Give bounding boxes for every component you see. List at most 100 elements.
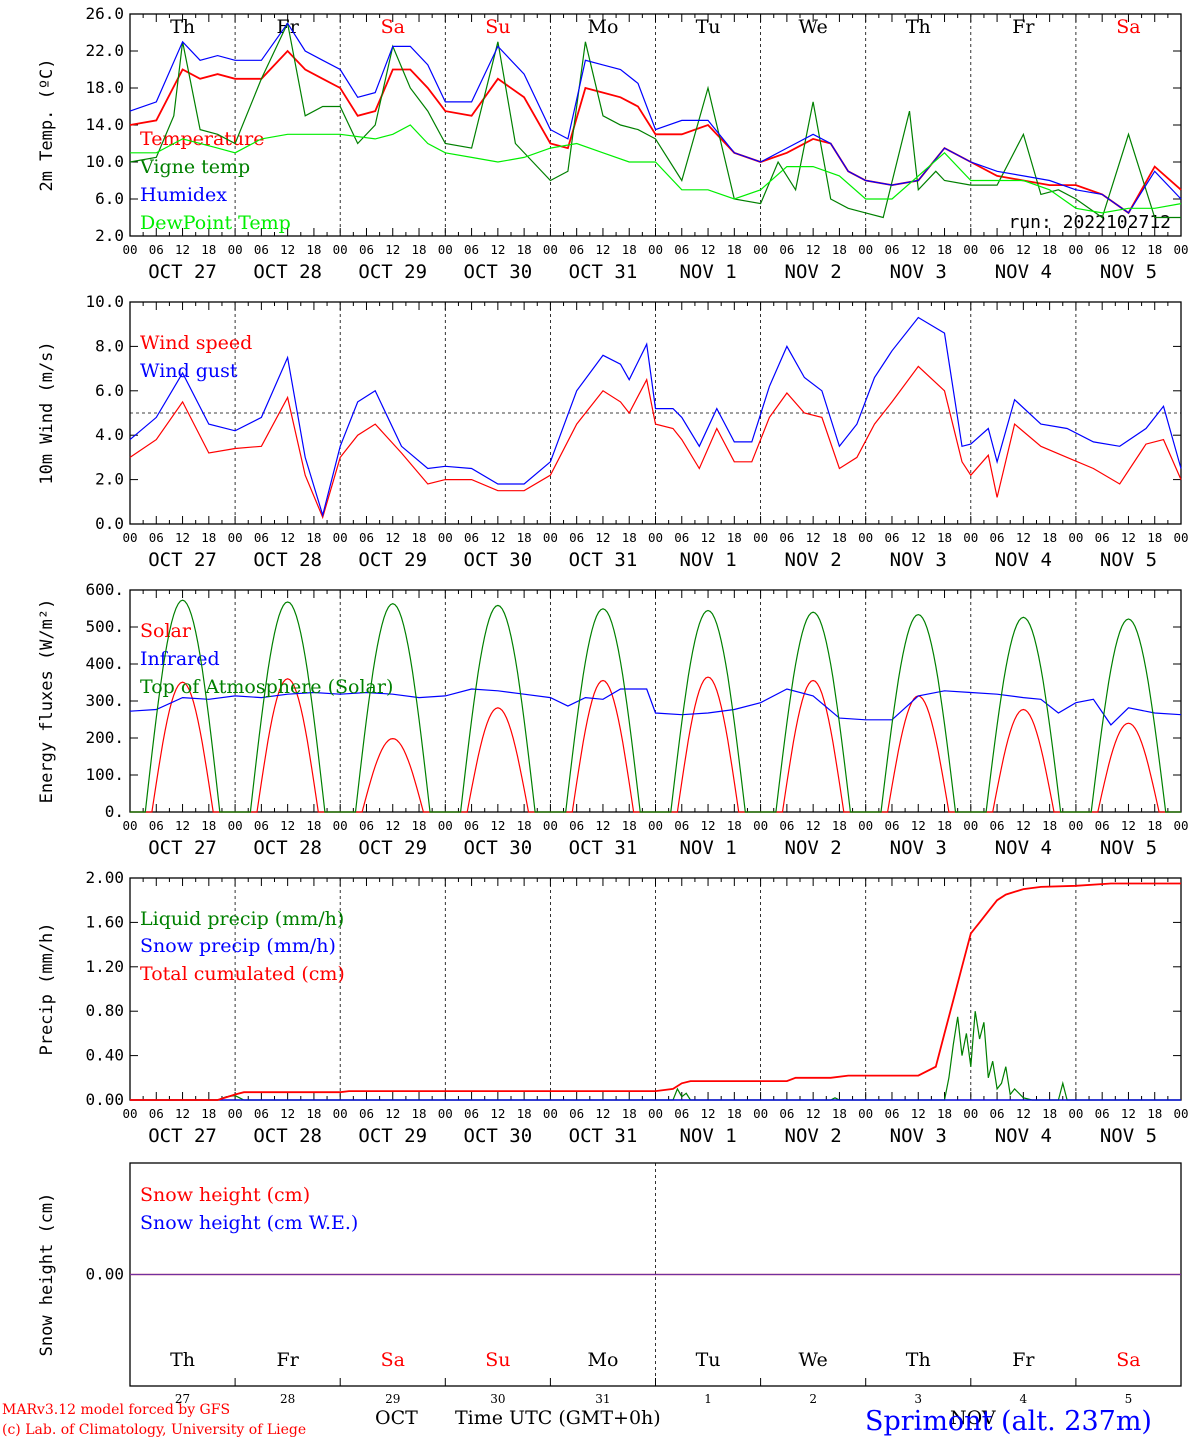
station-name: Sprimont (alt. 237m) <box>865 1406 1152 1437</box>
y-tick-label: 0.00 <box>85 1090 124 1109</box>
hour-label: 06 <box>359 818 374 833</box>
hour-label: 00 <box>543 818 558 833</box>
series-line-wind-gust <box>129 316 1182 518</box>
weekday-label: Tu <box>696 16 721 38</box>
series-line-wind-speed <box>129 365 1182 520</box>
hour-label: 06 <box>674 818 689 833</box>
y-tick-label: 500. <box>85 617 124 636</box>
date-label: OCT 31 <box>569 1125 638 1147</box>
hour-label: 18 <box>201 818 216 833</box>
hour-label: 18 <box>411 242 426 257</box>
hour-label: 12 <box>595 530 610 545</box>
hour-label: 00 <box>333 818 348 833</box>
hour-label: 18 <box>832 1106 847 1121</box>
hour-label: 06 <box>359 242 374 257</box>
day-number-label: 27 <box>175 1392 190 1406</box>
date-label: OCT 28 <box>253 261 322 283</box>
date-label: NOV 2 <box>785 837 842 859</box>
hour-label: 06 <box>254 530 269 545</box>
series-line-humidex <box>129 22 1182 214</box>
weekday-label: Su <box>485 16 510 38</box>
date-label: OCT 29 <box>358 549 427 571</box>
y-tick-label: 1.60 <box>85 912 124 931</box>
hour-label: 18 <box>727 530 742 545</box>
hour-label: 00 <box>1173 242 1188 257</box>
hour-label: 06 <box>149 242 164 257</box>
hour-label: 18 <box>411 530 426 545</box>
run-annotation: run: 2022102712 <box>1008 212 1171 233</box>
y-axis-label: Precip (mm/h) <box>37 922 57 1055</box>
hour-label: 06 <box>1095 1106 1110 1121</box>
hour-label: 18 <box>201 1106 216 1121</box>
legend-snow-height-cm-w-e-: Snow height (cm W.E.) <box>140 1212 358 1234</box>
legend-wind-gust: Wind gust <box>140 360 238 382</box>
date-label: OCT 29 <box>358 1125 427 1147</box>
weekday-label: Tu <box>696 1349 721 1371</box>
hour-label: 12 <box>1016 530 1031 545</box>
y-tick-label: 2.0 <box>95 470 124 489</box>
weekday-label: Th <box>906 1349 931 1371</box>
day-number-label: 30 <box>490 1392 505 1406</box>
day-number-label: 31 <box>595 1392 610 1406</box>
hour-label: 06 <box>674 530 689 545</box>
hour-label: 12 <box>175 242 190 257</box>
hour-label: 18 <box>306 530 321 545</box>
date-label: OCT 27 <box>148 837 217 859</box>
weekday-label: Th <box>170 16 195 38</box>
hour-label: 18 <box>622 1106 637 1121</box>
hour-label: 00 <box>333 1106 348 1121</box>
date-label: NOV 2 <box>785 261 842 283</box>
hour-label: 12 <box>175 530 190 545</box>
date-label: NOV 1 <box>679 549 736 571</box>
date-label: OCT 31 <box>569 261 638 283</box>
hour-label: 12 <box>701 818 716 833</box>
hour-label: 00 <box>1068 818 1083 833</box>
weekday-label: Fr <box>277 1349 300 1371</box>
y-tick-label: 0.0 <box>95 514 124 533</box>
date-label: OCT 27 <box>148 549 217 571</box>
hour-label: 00 <box>438 1106 453 1121</box>
date-label: NOV 4 <box>995 837 1052 859</box>
legend-vigne-temp: Vigne temp <box>139 156 250 178</box>
hour-label: 18 <box>832 530 847 545</box>
hour-label: 12 <box>911 242 926 257</box>
hour-label: 06 <box>569 818 584 833</box>
weekday-label: Th <box>906 16 931 38</box>
hour-label: 06 <box>464 242 479 257</box>
weekday-label: Sa <box>381 1349 405 1371</box>
hour-label: 00 <box>648 1106 663 1121</box>
hour-label: 18 <box>306 1106 321 1121</box>
date-label: NOV 5 <box>1100 837 1157 859</box>
hour-label: 00 <box>1173 1106 1188 1121</box>
hour-label: 06 <box>359 530 374 545</box>
y-tick-label: 400. <box>85 654 124 673</box>
hour-label: 06 <box>569 1106 584 1121</box>
hour-label: 06 <box>884 530 899 545</box>
hour-label: 12 <box>595 1106 610 1121</box>
y-tick-label: 22.0 <box>85 41 124 60</box>
hour-label: 18 <box>727 1106 742 1121</box>
hour-label: 00 <box>753 818 768 833</box>
y-tick-label: 8.0 <box>95 336 124 355</box>
lab-credit: (c) Lab. of Climatology, University of L… <box>2 1422 306 1438</box>
day-number-label: 5 <box>1125 1392 1133 1406</box>
hour-label: 00 <box>753 1106 768 1121</box>
y-tick-label: 2.0 <box>95 226 124 245</box>
hour-label: 12 <box>385 530 400 545</box>
hour-label: 12 <box>911 818 926 833</box>
hour-label: 18 <box>1147 1106 1162 1121</box>
hour-label: 06 <box>149 1106 164 1121</box>
hour-label: 06 <box>254 242 269 257</box>
hour-label: 18 <box>937 242 952 257</box>
date-label: OCT 29 <box>358 837 427 859</box>
hour-label: 06 <box>779 818 794 833</box>
hour-label: 12 <box>1016 1106 1031 1121</box>
panel-temp: 2.0 6.0 10.0 14.0 18.0 22.0 26.0 2m Temp. (ºC) 0… <box>37 4 1189 283</box>
legend-infrared: Infrared <box>140 648 220 670</box>
hour-label: 18 <box>727 242 742 257</box>
panel-wind: 0.0 2.0 4.0 6.0 8.0 10.0 10m Wind (m/s) 00 06 12 1… <box>37 292 1189 571</box>
hour-label: 06 <box>254 818 269 833</box>
y-tick-label: 10.0 <box>85 292 124 311</box>
